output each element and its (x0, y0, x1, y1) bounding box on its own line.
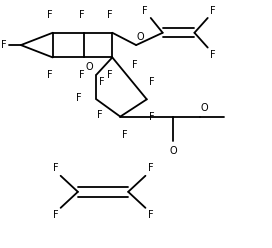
Text: F: F (97, 110, 103, 120)
Text: F: F (79, 10, 85, 20)
Text: F: F (79, 70, 85, 80)
Text: F: F (147, 163, 153, 173)
Text: F: F (47, 70, 53, 80)
Text: F: F (98, 77, 104, 87)
Text: F: F (132, 60, 138, 70)
Text: O: O (200, 103, 208, 113)
Text: F: F (107, 70, 113, 80)
Text: O: O (169, 146, 177, 156)
Text: F: F (149, 77, 154, 87)
Text: F: F (76, 93, 82, 103)
Text: F: F (210, 50, 215, 60)
Text: F: F (107, 10, 113, 20)
Text: F: F (122, 130, 127, 140)
Text: F: F (1, 40, 6, 50)
Text: F: F (47, 10, 53, 20)
Text: F: F (149, 112, 154, 122)
Text: F: F (53, 210, 58, 220)
Text: F: F (53, 163, 58, 173)
Text: F: F (143, 6, 148, 16)
Text: O: O (137, 32, 145, 42)
Text: F: F (210, 6, 215, 16)
Text: F: F (147, 210, 153, 220)
Text: O: O (86, 62, 93, 72)
